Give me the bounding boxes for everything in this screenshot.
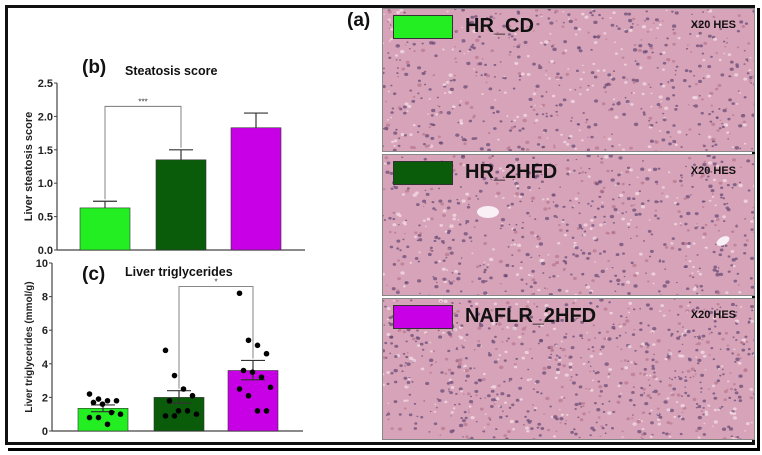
y-tick-label: 0.0 [38,245,53,257]
panel-b-title: Steatosis score [125,64,218,78]
significance-label: *** [138,97,147,106]
y-tick-label: 2.5 [38,78,53,90]
data-point [104,421,111,428]
data-point [193,411,200,418]
data-point [162,413,169,419]
data-point [117,411,124,418]
data-point [267,384,274,391]
data-point [254,342,261,349]
data-point [240,367,247,374]
data-point [180,386,187,392]
y-tick-label: 6 [42,325,48,337]
data-point [86,414,93,421]
tissue-texture [383,9,754,151]
data-point [263,408,270,414]
y-tick-label: 4 [42,359,49,371]
data-point [249,369,256,376]
data-point [258,374,265,381]
data-point [263,350,270,357]
y-tick-label: 0.5 [38,212,53,224]
y-tick-label: 2 [42,392,48,404]
group-label: HR_CD [465,15,534,37]
magnification-label: X20 HES [690,19,736,31]
tissue-texture [383,299,754,439]
data-point [95,396,102,402]
legend-swatch-hr-cd [393,15,453,39]
data-point [236,386,243,392]
data-point [108,409,115,416]
bar-naflr-2hfd [227,370,279,432]
micrograph-hr-2hfd: HR_2HFD X20 HES [382,154,755,296]
data-point [86,391,93,397]
panel-a-letter: (a) [347,10,371,31]
figure-shadow [8,8,760,451]
bar-hr-2hfd [155,159,207,251]
panel-b-letter: (b) [82,57,107,78]
legend-swatch-naflr-2hfd [393,305,453,329]
data-point [171,413,178,419]
data-point [189,392,196,399]
y-tick-label: 8 [42,292,48,304]
y-tick-label: 2.0 [38,111,53,123]
panel-c-title: Liver triglycerides [125,265,233,279]
y-tick-label: 0 [42,426,48,438]
data-point [171,372,178,379]
data-point [90,399,97,406]
significance-label: * [214,278,217,287]
y-tick-label: 10 [36,258,48,270]
y-tick-label: 1.0 [38,178,53,190]
y-axis-label: Liver steatosis score [23,112,35,221]
data-point [175,408,182,414]
magnification-label: X20 HES [690,165,736,177]
group-label: NAFLR_2HFD [465,305,597,327]
y-tick-label: 1.5 [38,145,53,157]
magnification-label: X20 HES [690,309,736,321]
group-label: HR_2HFD [465,161,558,183]
data-point [166,397,173,404]
data-point [245,392,252,399]
significance-bracket [104,105,182,200]
data-point [254,408,261,414]
data-point [236,290,243,297]
panel-c-letter: (c) [82,264,106,285]
data-point [113,397,120,404]
data-point [184,408,191,414]
bar-naflr-2hfd [230,127,282,251]
legend-swatch-hr-2hfd [393,161,453,185]
data-point [99,401,106,407]
data-point [245,337,252,344]
y-axis-label: Liver triglycerides (mmol/g) [24,281,35,412]
micrograph-naflr-2hfd: NAFLR_2HFD X20 HES [382,298,755,440]
steatosis-chart: 0.0 0.5 1.0 1.5 2.0 2.5 Liver steatosis score *… [23,78,305,257]
data-point [95,414,102,421]
significance-bracket [178,286,254,389]
micrograph-hr-cd: HR_CD X20 HES [382,8,755,152]
data-point [162,347,169,354]
data-point [104,397,111,404]
